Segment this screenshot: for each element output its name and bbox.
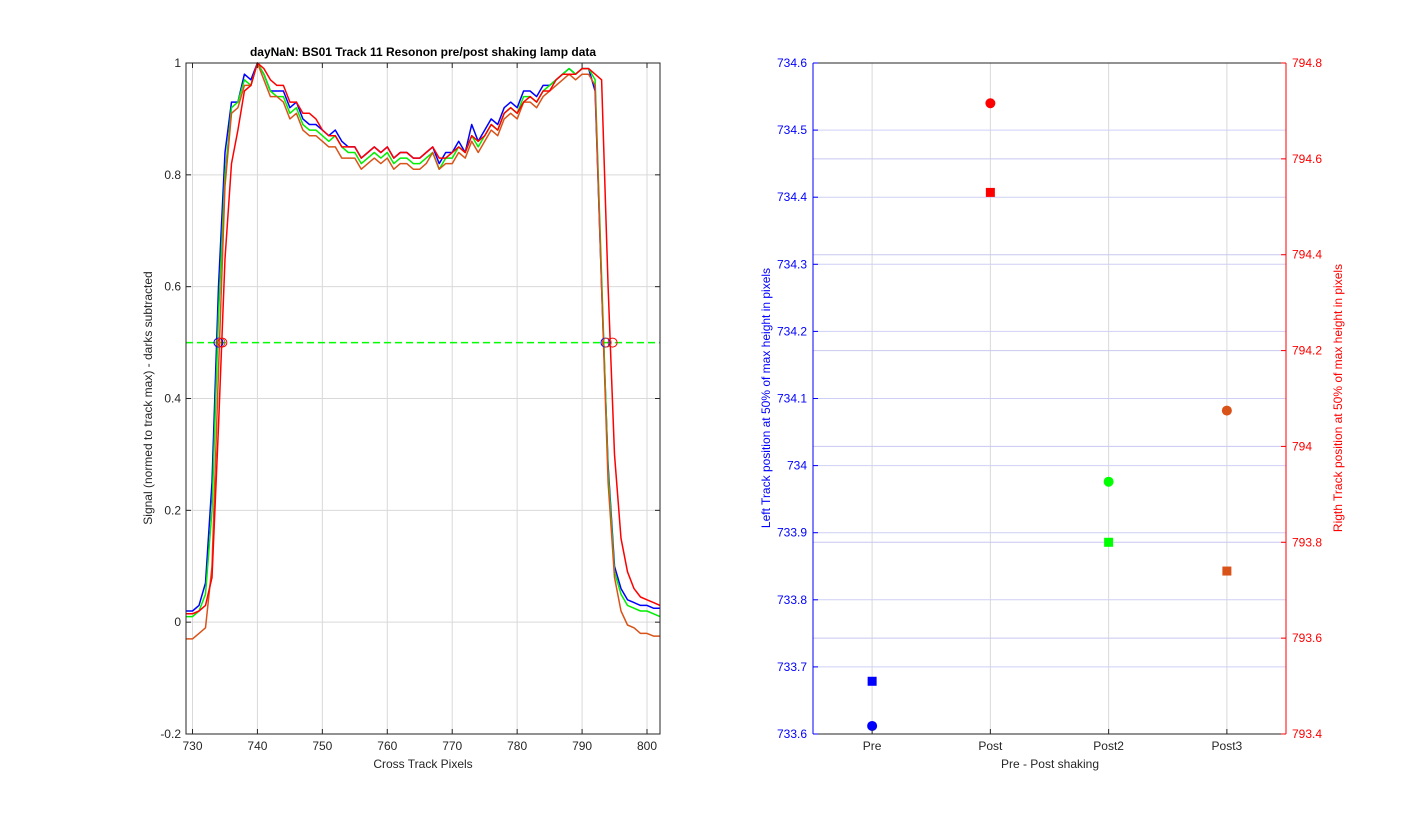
left-axis-tick-label: 734 xyxy=(787,459,807,473)
left-x-tick-label: 780 xyxy=(507,739,527,753)
left-axis-tick-label: 734.5 xyxy=(777,123,807,137)
left-y-tick-label: 1 xyxy=(174,56,181,70)
right-axis-tick-label: 794.2 xyxy=(1292,344,1322,358)
left-axis-tick-label: 733.8 xyxy=(777,593,807,607)
right-axis-tick-label: 793.8 xyxy=(1292,535,1322,549)
left-x-tick-label: 760 xyxy=(377,739,397,753)
left-half-max-marker xyxy=(217,337,228,348)
left-position-point xyxy=(985,98,996,109)
left-axis-tick-label: 733.7 xyxy=(777,660,807,674)
left-y-tick-label: 0.2 xyxy=(164,503,181,517)
left-x-tick-label: 730 xyxy=(182,739,202,753)
left-x-axis-label: Cross Track Pixels xyxy=(373,757,472,771)
right-axis-tick-label: 794.6 xyxy=(1292,152,1322,166)
left-x-tick-label: 800 xyxy=(637,739,657,753)
left-axis-tick-label: 734.3 xyxy=(777,257,807,271)
left-y-tick-label: 0.4 xyxy=(164,392,181,406)
left-x-tick-label: 770 xyxy=(442,739,462,753)
right-position-point xyxy=(985,187,995,197)
left-axis-tick-label: 734.2 xyxy=(777,324,807,338)
right-scatter-chart: Pre Post Post2 Post3 793.4 793.6 793.8 794 794.2… xyxy=(759,56,1345,771)
right-x-tick-label: Post3 xyxy=(1212,739,1243,753)
left-marker-layer xyxy=(213,337,618,348)
left-series-line xyxy=(186,62,660,640)
right-x-tick-label: Post2 xyxy=(1093,739,1124,753)
left-grid xyxy=(186,62,660,735)
left-x-tick-label: 750 xyxy=(312,739,332,753)
left-axis-tick-label: 733.6 xyxy=(777,727,807,741)
right-x-tick-label: Pre xyxy=(863,739,882,753)
left-half-max-marker xyxy=(601,337,612,348)
right-axis-tick-label: 794.4 xyxy=(1292,248,1322,262)
left-line-chart: 730 740 750 760 770 780 790 800 -0.2 0 0.2 0.4 0.6 0.… xyxy=(141,45,661,771)
right-x-tick-label: Post xyxy=(978,739,1003,753)
right-point-layer xyxy=(867,98,1232,731)
left-position-point xyxy=(1221,405,1232,416)
left-x-tick-label: 740 xyxy=(247,739,267,753)
right-right-y-axis-label: Rigth Track position at 50% of max heigh… xyxy=(1331,264,1345,532)
left-y-tick-label: 0.8 xyxy=(164,168,181,182)
left-y-tick-label: 0.6 xyxy=(164,280,181,294)
right-axis-tick-label: 794.8 xyxy=(1292,56,1322,70)
left-y-tick-label: -0.2 xyxy=(160,727,181,741)
left-half-max-marker xyxy=(607,337,618,348)
left-chart-title: dayNaN: BS01 Track 11 Resonon pre/post s… xyxy=(250,45,596,59)
left-axis-tick-label: 733.9 xyxy=(777,526,807,540)
right-position-point xyxy=(1104,537,1114,547)
left-axis-tick-label: 734.1 xyxy=(777,392,807,406)
right-axis-tick-label: 793.4 xyxy=(1292,727,1322,741)
left-axis-ticks: 730 740 750 760 770 780 790 800 -0.2 0 0.2 0.4 0.6 0.… xyxy=(160,56,660,753)
left-y-axis-label: Signal (normed to track max) - darks sub… xyxy=(141,271,155,524)
left-axis-tick-label: 734.4 xyxy=(777,190,807,204)
right-axis-tick-label: 793.6 xyxy=(1292,631,1322,645)
left-x-tick-label: 790 xyxy=(572,739,592,753)
right-axis-ticks: Pre Post Post2 Post3 793.4 793.6 793.8 794 794.2… xyxy=(777,56,1322,753)
right-position-point xyxy=(867,676,877,686)
left-position-point xyxy=(1103,476,1114,487)
right-left-y-axis-label: Left Track position at 50% of max height… xyxy=(759,268,773,528)
left-axis-tick-label: 734.6 xyxy=(777,56,807,70)
left-series-layer xyxy=(186,62,661,640)
left-y-tick-label: 0 xyxy=(174,615,181,629)
right-position-point xyxy=(1222,566,1232,576)
left-position-point xyxy=(867,720,878,731)
right-axis-tick-label: 794 xyxy=(1292,439,1312,453)
left-series-line xyxy=(186,62,661,615)
right-x-axis-label: Pre - Post shaking xyxy=(1001,757,1099,771)
